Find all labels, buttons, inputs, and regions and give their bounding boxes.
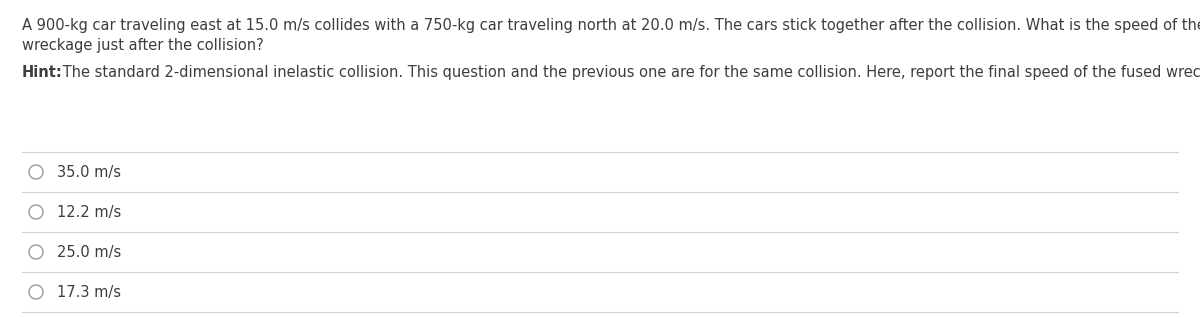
Text: wreckage just after the collision?: wreckage just after the collision? <box>22 38 264 53</box>
Text: A 900-kg car traveling east at 15.0 m/s collides with a 750-kg car traveling nor: A 900-kg car traveling east at 15.0 m/s … <box>22 18 1200 33</box>
Text: 25.0 m/s: 25.0 m/s <box>58 244 121 260</box>
Text: The standard 2-dimensional inelastic collision. This question and the previous o: The standard 2-dimensional inelastic col… <box>58 65 1200 80</box>
Text: 35.0 m/s: 35.0 m/s <box>58 165 121 179</box>
Text: 17.3 m/s: 17.3 m/s <box>58 284 121 300</box>
Text: 12.2 m/s: 12.2 m/s <box>58 204 121 219</box>
Text: Hint:: Hint: <box>22 65 62 80</box>
